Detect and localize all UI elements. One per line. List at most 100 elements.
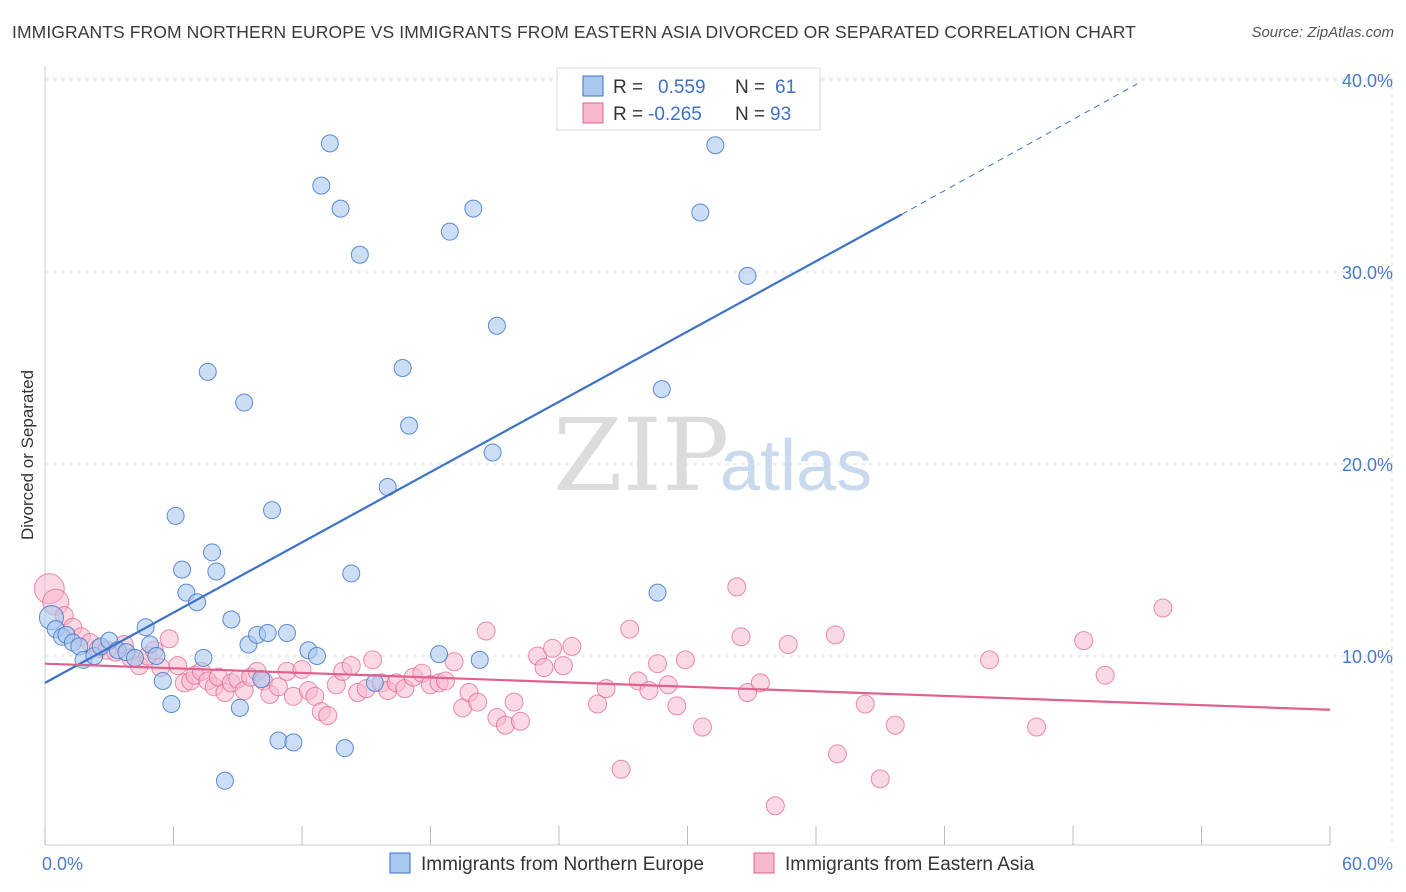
point-northern-europe-28	[230, 698, 249, 717]
point-eastern-asia-16	[168, 656, 188, 676]
point-eastern-asia-58	[468, 692, 488, 712]
source-label: Source: ZipAtlas.com	[1251, 24, 1394, 41]
point-eastern-asia-70	[596, 679, 616, 699]
point-northern-europe-56	[648, 583, 667, 602]
point-northern-europe-52	[464, 199, 483, 218]
point-eastern-asia-85	[778, 634, 798, 654]
point-northern-europe-43	[335, 739, 354, 758]
legend-n-value-2: 93	[770, 104, 791, 125]
point-northern-europe-46	[365, 673, 384, 692]
point-northern-europe-25	[207, 562, 226, 581]
y-tick-label-2: 30.0%	[1342, 263, 1393, 283]
legend-r-value-1: 0.559	[658, 77, 706, 98]
point-northern-europe-27	[222, 610, 241, 629]
legend-r-label-1: R =	[613, 77, 643, 98]
point-eastern-asia-62	[504, 692, 524, 712]
point-eastern-asia-32	[268, 677, 288, 697]
point-northern-europe-58	[691, 203, 710, 222]
point-eastern-asia-95	[1153, 598, 1173, 618]
point-northern-europe-32	[252, 670, 271, 689]
y-tick-label-3: 40.0%	[1342, 71, 1393, 91]
point-eastern-asia-68	[562, 636, 582, 656]
point-eastern-asia-79	[692, 717, 712, 737]
point-northern-europe-23	[198, 362, 217, 381]
y-tick-labels: 10.0% 20.0% 30.0% 40.0%	[1342, 71, 1393, 667]
legend-n-value-1: 61	[775, 77, 796, 98]
x-tick-label-0: 0.0%	[42, 854, 83, 874]
point-eastern-asia-39	[318, 706, 338, 726]
point-northern-europe-51	[440, 222, 459, 241]
stats-legend: R = 0.559 N = 61 R = -0.265 N = 93	[556, 67, 821, 131]
point-northern-europe-22	[194, 648, 213, 667]
legend-swatch-pink	[582, 102, 604, 124]
point-northern-europe-12	[125, 648, 144, 667]
point-eastern-asia-94	[1095, 665, 1115, 685]
y-tick-label-0: 10.0%	[1342, 647, 1393, 667]
point-eastern-asia-83	[750, 673, 770, 693]
point-northern-europe-50	[430, 645, 449, 664]
series-legend: Immigrants from Northern Europe Immigran…	[389, 852, 1035, 875]
chart-title: IMMIGRANTS FROM NORTHERN EUROPE VS IMMIG…	[12, 22, 1136, 42]
legend-r-label-2: R =	[613, 104, 643, 125]
point-northern-europe-39	[307, 647, 326, 665]
point-northern-europe-19	[173, 560, 192, 579]
point-northern-europe-48	[393, 359, 412, 377]
point-eastern-asia-63	[510, 711, 530, 731]
point-eastern-asia-71	[611, 759, 631, 779]
trend-eastern-asia	[44, 662, 1331, 711]
x-tick-label-1: 60.0%	[1342, 854, 1393, 874]
point-eastern-asia-89	[870, 769, 890, 789]
trend-northern-europe	[44, 213, 903, 684]
legend-r-value-2: -0.265	[648, 104, 702, 125]
point-eastern-asia-77	[667, 696, 687, 716]
point-northern-europe-18	[166, 506, 185, 525]
legend-n-label-2: N =	[735, 104, 765, 125]
watermark-zip: ZIP	[553, 397, 729, 514]
point-northern-europe-57	[652, 380, 671, 399]
bottom-legend-label-1: Immigrants from Northern Europe	[421, 854, 704, 875]
point-eastern-asia-90	[885, 715, 905, 735]
point-northern-europe-55	[487, 316, 506, 335]
point-northern-europe-41	[320, 134, 339, 153]
point-northern-europe-59	[706, 136, 725, 155]
legend-n-label-1: N =	[735, 77, 765, 98]
point-eastern-asia-80	[727, 577, 747, 597]
bottom-legend-label-2: Immigrants from Eastern Asia	[785, 854, 1035, 875]
point-northern-europe-16	[153, 671, 172, 690]
point-eastern-asia-69	[588, 694, 608, 714]
y-axis-title: Divorced or Separated	[18, 370, 37, 540]
legend-swatch-blue	[582, 75, 604, 97]
point-eastern-asia-59	[476, 621, 496, 641]
point-eastern-asia-54	[435, 671, 455, 691]
point-northern-europe-40	[312, 176, 331, 195]
point-eastern-asia-88	[855, 694, 875, 714]
point-eastern-asia-87	[827, 744, 847, 764]
point-northern-europe-36	[278, 623, 297, 642]
axes	[44, 66, 1331, 846]
point-eastern-asia-15	[159, 629, 179, 649]
point-northern-europe-35	[269, 731, 288, 750]
point-northern-europe-17	[162, 695, 181, 713]
point-northern-europe-45	[350, 245, 369, 264]
point-northern-europe-53	[470, 650, 489, 669]
trend-northern-europe-extension	[901, 83, 1138, 215]
point-eastern-asia-75	[648, 654, 668, 674]
point-eastern-asia-67	[553, 656, 573, 676]
bottom-legend-swatch-pink	[753, 852, 775, 874]
point-northern-europe-44	[342, 564, 361, 583]
point-eastern-asia-42	[341, 656, 361, 676]
point-eastern-asia-45	[363, 650, 383, 670]
point-eastern-asia-35	[292, 659, 312, 679]
point-eastern-asia-55	[444, 652, 464, 672]
point-northern-europe-26	[215, 771, 234, 790]
point-eastern-asia-72	[620, 619, 640, 639]
trend-lines	[44, 83, 1331, 711]
point-northern-europe-15	[147, 647, 166, 665]
point-eastern-asia-81	[731, 627, 751, 647]
point-eastern-asia-66	[543, 638, 563, 658]
point-eastern-asia-86	[825, 625, 845, 645]
point-northern-europe-42	[331, 199, 350, 218]
point-eastern-asia-78	[675, 650, 695, 670]
series-eastern-asia-points	[33, 573, 1173, 816]
